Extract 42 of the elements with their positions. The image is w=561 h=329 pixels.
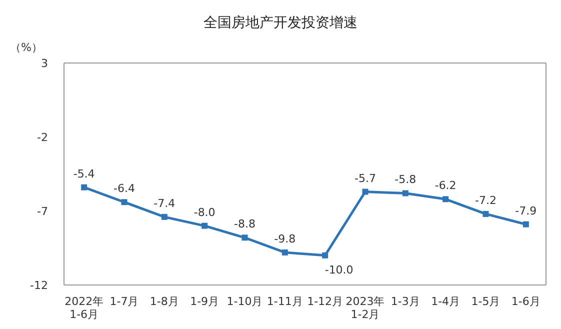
point: [442, 196, 449, 202]
y-tick-label: 3: [41, 56, 48, 70]
data-label: -5.8: [394, 173, 416, 186]
x-tick-label: 2022年 1-6月: [64, 295, 104, 321]
x-tick-label: 1-11月: [266, 295, 303, 308]
x-tick-label: 1-8月: [150, 295, 179, 308]
data-label: -5.7: [354, 172, 376, 185]
point: [322, 252, 328, 258]
data-label: -8.0: [194, 206, 216, 219]
data-label: -6.4: [114, 182, 135, 196]
data-label: -9.8: [274, 232, 296, 246]
x-tick-label: 1-10月: [226, 295, 263, 308]
point: [362, 188, 368, 195]
point: [121, 199, 128, 206]
x-tick-label: 2023年 1-2月: [346, 295, 385, 321]
x-tick-label: 1-5月: [471, 295, 500, 308]
x-tick-label: 1-6月: [511, 295, 540, 308]
data-label: -6.2: [434, 179, 456, 192]
point: [202, 222, 208, 229]
x-tick-label: 1-4月: [431, 295, 460, 308]
y-tick-label: -2: [37, 130, 48, 144]
y-tick-label: -12: [30, 278, 48, 292]
data-label: -8.8: [234, 218, 256, 231]
data-label: -5.4: [73, 167, 95, 180]
y-axis-title: （%）: [10, 40, 42, 55]
data-label: -7.4: [154, 196, 176, 210]
data-label: -10.0: [324, 263, 354, 276]
point: [161, 214, 168, 220]
point: [81, 184, 88, 190]
point: [482, 210, 489, 217]
point: [242, 234, 248, 241]
x-tick-label: 1-3月: [390, 295, 420, 308]
data-label: -7.9: [515, 204, 537, 218]
point: [282, 249, 288, 256]
x-tick-label: 1-12月: [307, 295, 344, 308]
point: [402, 190, 408, 196]
point: [522, 221, 529, 228]
data-label: -7.2: [475, 194, 496, 207]
chart-title: 全国房地产开发投资增速: [202, 14, 358, 32]
x-tick-label: 1-9月: [190, 295, 220, 308]
y-tick-label: -7: [37, 204, 48, 218]
x-tick-label: 1-7月: [110, 295, 139, 308]
